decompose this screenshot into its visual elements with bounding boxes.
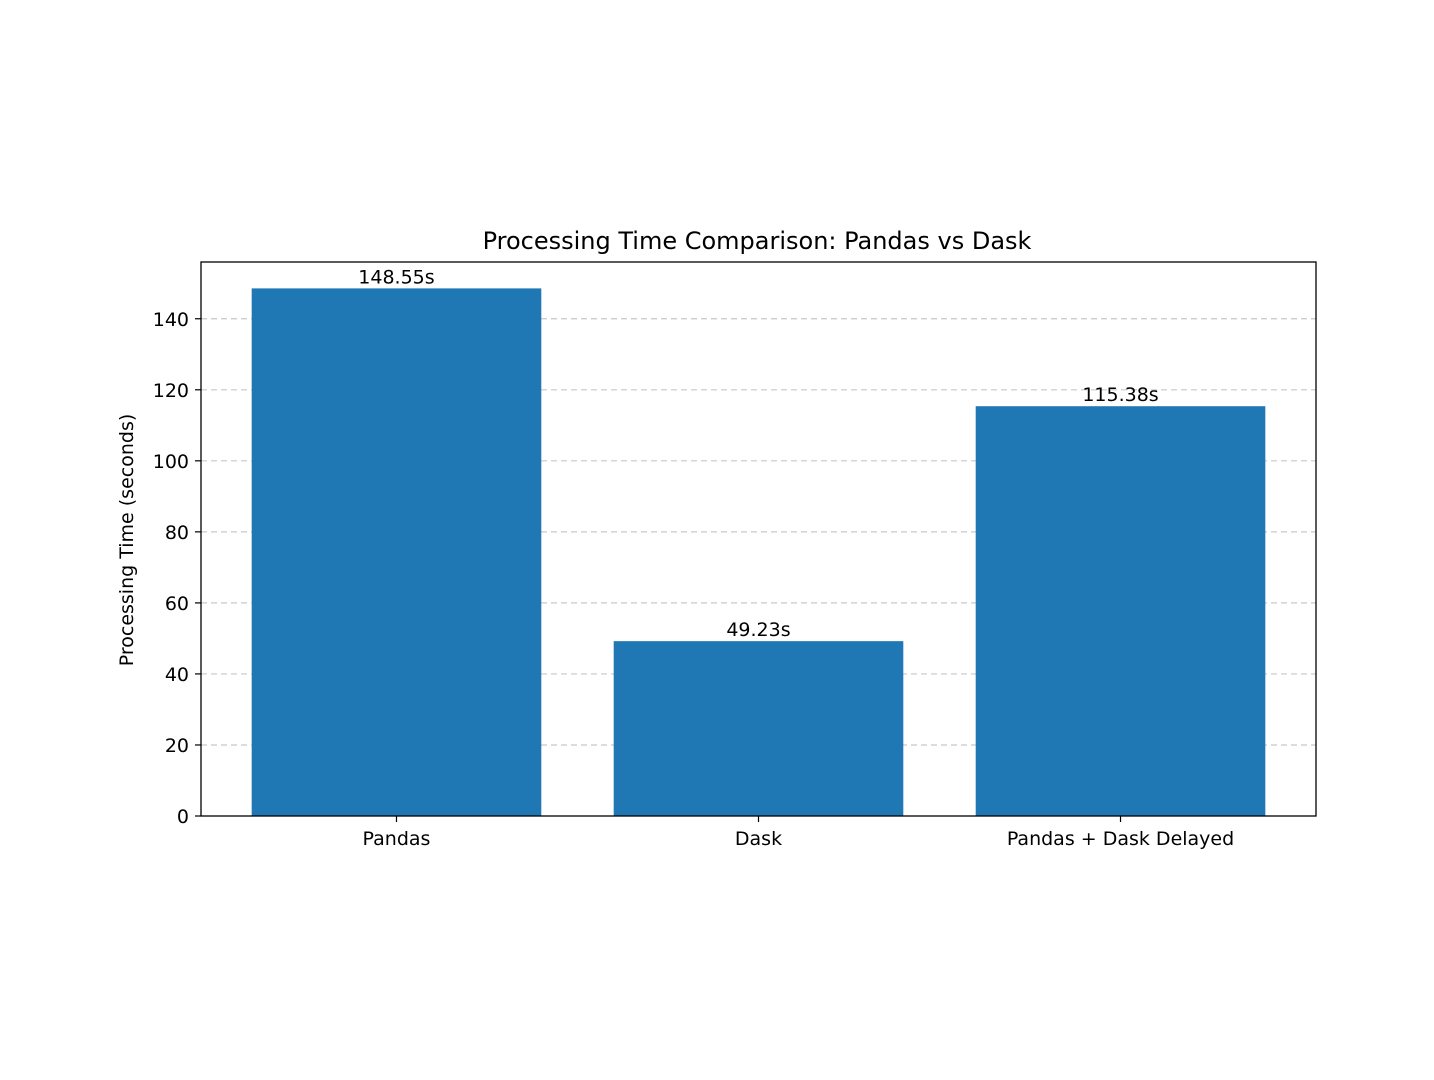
x-tick-label-pandas-dask-delayed: Pandas + Dask Delayed [1007, 828, 1234, 850]
y-tick-label-80: 80 [165, 522, 189, 544]
y-axis-label: Processing Time (seconds) [116, 414, 138, 667]
x-tick-label-dask: Dask [735, 828, 782, 850]
bars [251, 288, 1266, 816]
y-tick-label-40: 40 [165, 664, 189, 686]
x-axis-ticks: Pandas Dask Pandas + Dask Delayed [363, 816, 1234, 850]
data-labels: 148.55s 49.23s 115.38s [358, 266, 1158, 641]
y-tick-label-20: 20 [165, 735, 189, 757]
y-tick-label-140: 140 [153, 309, 189, 331]
y-tick-label-120: 120 [153, 380, 189, 402]
y-tick-label-0: 0 [177, 806, 189, 828]
y-tick-label-100: 100 [153, 451, 189, 473]
bar-pandas [251, 288, 542, 816]
data-label-dask: 49.23s [726, 619, 790, 641]
y-axis-ticks: 0 20 40 60 80 100 120 140 [153, 309, 201, 828]
chart-title: Processing Time Comparison: Pandas vs Da… [483, 227, 1032, 255]
data-label-pandas-dask-delayed: 115.38s [1082, 384, 1158, 406]
bar-dask [613, 641, 904, 816]
data-label-pandas: 148.55s [358, 266, 434, 288]
y-tick-label-60: 60 [165, 593, 189, 615]
x-tick-label-pandas: Pandas [363, 828, 431, 850]
bar-pandas-dask-delayed [975, 406, 1266, 816]
